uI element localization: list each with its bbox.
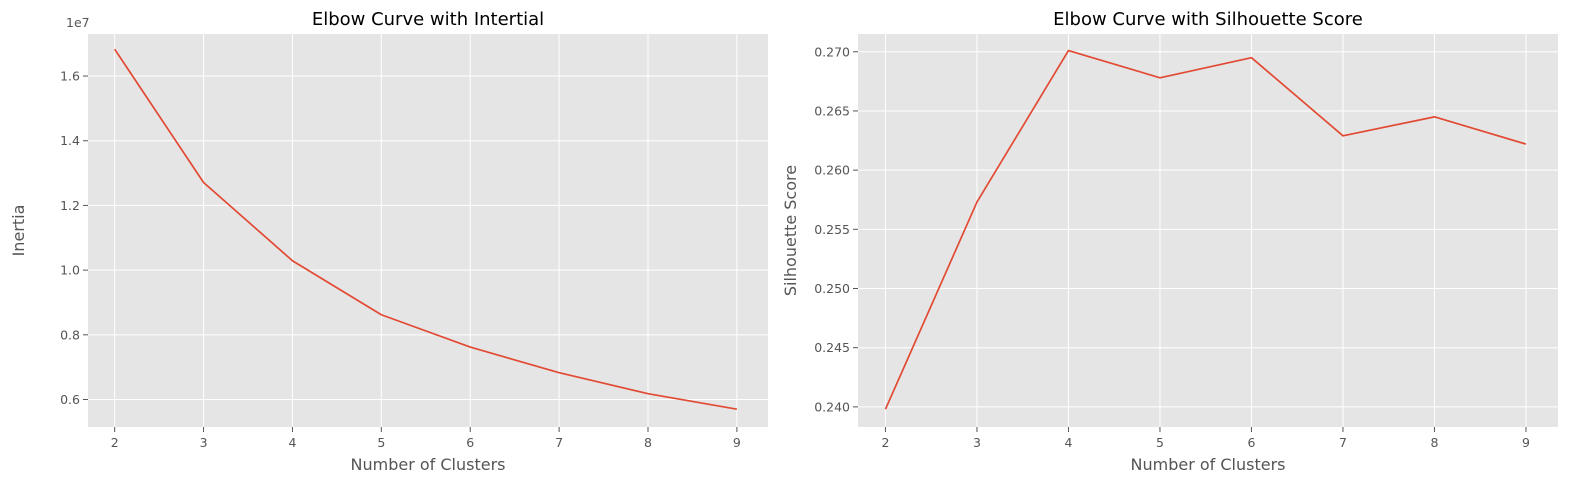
x-tick-label: 3	[973, 435, 981, 450]
chart-title: Elbow Curve with Silhouette Score	[1053, 9, 1363, 30]
x-tick-label: 9	[1522, 435, 1530, 450]
chart-panel-1: 2 3 4 5 6 7 8 9 0.6 0.8 1.0 1.2 1.4 1.6 Elbow Curve wi…	[9, 9, 768, 474]
y-offset-label: 1e7	[66, 15, 90, 30]
x-tick-label: 2	[111, 435, 119, 450]
y-axis-label: Silhouette Score	[781, 165, 800, 296]
y-tick-label: 0.255	[814, 222, 850, 237]
plot-area	[88, 34, 768, 427]
x-axis-label: Number of Clusters	[1131, 455, 1286, 474]
x-tick-label: 7	[555, 435, 563, 450]
y-tick-label: 0.270	[814, 44, 850, 59]
series-line-1	[884, 49, 1527, 410]
y-tick-label: 1.4	[60, 133, 80, 148]
series-line-1	[113, 48, 738, 411]
y-tick-label: 0.8	[60, 327, 80, 342]
x-tick-label: 3	[200, 435, 208, 450]
y-tick-label: 0.260	[814, 163, 850, 178]
x-tick-label: 5	[1156, 435, 1164, 450]
x-tick-label: 7	[1339, 435, 1347, 450]
y-tick-label: 1.6	[60, 69, 80, 84]
y-tick-label: 1.0	[60, 263, 80, 278]
x-tick-label: 8	[644, 435, 652, 450]
chart-panel-2: 2 3 4 5 6 7 8 9 0.240 0.245 0.250 0.255 0.260 0.265 0.…	[781, 9, 1558, 474]
y-tick-label: 0.6	[60, 392, 80, 407]
y-tick-label: 1.2	[60, 198, 80, 213]
x-tick-label: 4	[288, 435, 296, 450]
y-tick-label: 0.240	[814, 399, 850, 414]
x-tick-label: 5	[377, 435, 385, 450]
y-tick-label: 0.250	[814, 281, 850, 296]
x-tick-label: 6	[466, 435, 474, 450]
x-tick-label: 8	[1430, 435, 1438, 450]
chart-title: Elbow Curve with Intertial	[312, 9, 544, 30]
x-tick-label: 6	[1247, 435, 1255, 450]
x-tick-label: 2	[881, 435, 889, 450]
y-tick-label: 0.245	[814, 340, 850, 355]
x-axis-label: Number of Clusters	[351, 455, 506, 474]
plot-area	[858, 34, 1558, 427]
x-tick-label: 4	[1064, 435, 1072, 450]
x-tick-label: 9	[733, 435, 741, 450]
y-axis-label: Inertia	[9, 205, 28, 257]
y-tick-label: 0.265	[814, 103, 850, 118]
